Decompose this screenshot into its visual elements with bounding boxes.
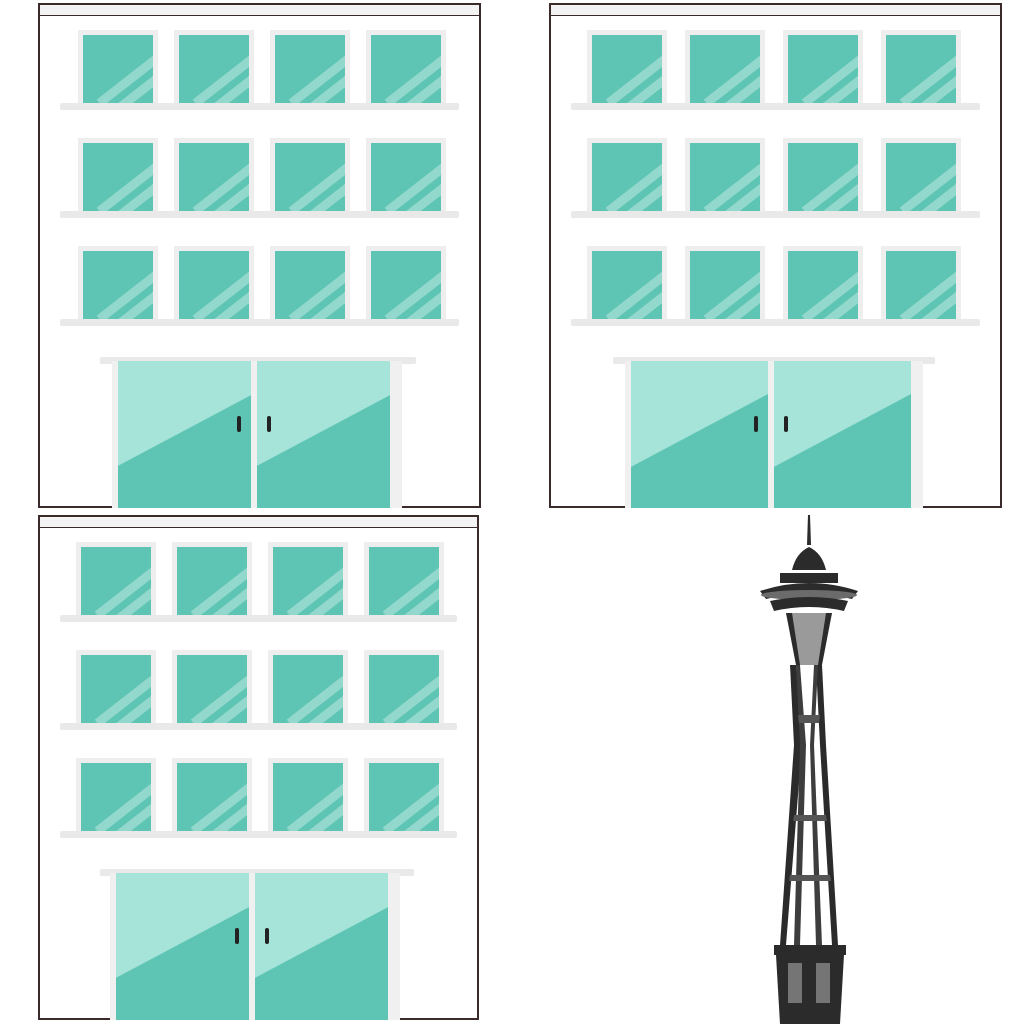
roof-trim bbox=[40, 5, 479, 16]
glass-door bbox=[257, 361, 390, 508]
window bbox=[174, 246, 254, 326]
window-ledge bbox=[60, 211, 459, 218]
window bbox=[881, 246, 961, 326]
window bbox=[268, 650, 348, 730]
window bbox=[172, 542, 252, 622]
window bbox=[587, 30, 667, 110]
window bbox=[78, 30, 158, 110]
window bbox=[76, 542, 156, 622]
building-top-right bbox=[549, 3, 1002, 508]
window bbox=[78, 138, 158, 218]
window bbox=[685, 138, 765, 218]
window bbox=[172, 758, 252, 838]
glass-door bbox=[774, 361, 911, 508]
window-ledge bbox=[60, 103, 459, 110]
window bbox=[587, 246, 667, 326]
door-canopy bbox=[100, 357, 416, 364]
door-handle-icon bbox=[267, 416, 271, 432]
window-ledge bbox=[571, 211, 980, 218]
door-handle-icon bbox=[237, 416, 241, 432]
window bbox=[172, 650, 252, 730]
window bbox=[783, 246, 863, 326]
door-handle-icon bbox=[784, 416, 788, 432]
window-ledge bbox=[571, 103, 980, 110]
roof-trim bbox=[40, 517, 477, 528]
glass-door bbox=[631, 361, 768, 508]
window bbox=[587, 138, 667, 218]
window bbox=[364, 650, 444, 730]
window-ledge bbox=[60, 615, 457, 622]
tower-leg-left bbox=[780, 665, 802, 945]
window bbox=[270, 30, 350, 110]
glass-reflection bbox=[774, 361, 911, 508]
tower-cap bbox=[792, 547, 826, 570]
glass-reflection bbox=[257, 361, 390, 508]
entrance bbox=[112, 361, 402, 508]
space-needle-icon bbox=[760, 515, 858, 1024]
window bbox=[366, 138, 446, 218]
window bbox=[881, 138, 961, 218]
window bbox=[270, 138, 350, 218]
window bbox=[783, 30, 863, 110]
window bbox=[76, 650, 156, 730]
window-ledge bbox=[60, 831, 457, 838]
glass-door bbox=[118, 361, 251, 508]
window bbox=[366, 246, 446, 326]
window bbox=[174, 138, 254, 218]
entrance bbox=[625, 361, 923, 508]
tower-base bbox=[774, 945, 846, 955]
window bbox=[783, 138, 863, 218]
building-bottom-left bbox=[38, 515, 479, 1020]
window bbox=[364, 758, 444, 838]
glass-reflection bbox=[255, 873, 388, 1020]
glass-reflection bbox=[631, 361, 768, 508]
tower-leg-right bbox=[816, 665, 838, 945]
window bbox=[881, 30, 961, 110]
window bbox=[268, 542, 348, 622]
tower-spire bbox=[807, 515, 811, 545]
glass-reflection bbox=[118, 361, 251, 508]
glass-door bbox=[255, 873, 388, 1020]
window bbox=[174, 30, 254, 110]
glass-door bbox=[116, 873, 249, 1020]
window bbox=[78, 246, 158, 326]
window-ledge bbox=[571, 319, 980, 326]
window bbox=[685, 30, 765, 110]
window bbox=[76, 758, 156, 838]
window bbox=[270, 246, 350, 326]
glass-reflection bbox=[116, 873, 249, 1020]
door-handle-icon bbox=[754, 416, 758, 432]
door-canopy bbox=[100, 869, 414, 876]
door-canopy bbox=[613, 357, 935, 364]
door-handle-icon bbox=[235, 928, 239, 944]
window-ledge bbox=[60, 319, 459, 326]
window bbox=[268, 758, 348, 838]
roof-trim bbox=[551, 5, 1000, 16]
door-handle-icon bbox=[265, 928, 269, 944]
window bbox=[364, 542, 444, 622]
window bbox=[685, 246, 765, 326]
window bbox=[366, 30, 446, 110]
window-ledge bbox=[60, 723, 457, 730]
entrance bbox=[110, 873, 400, 1020]
building-top-left bbox=[38, 3, 481, 508]
